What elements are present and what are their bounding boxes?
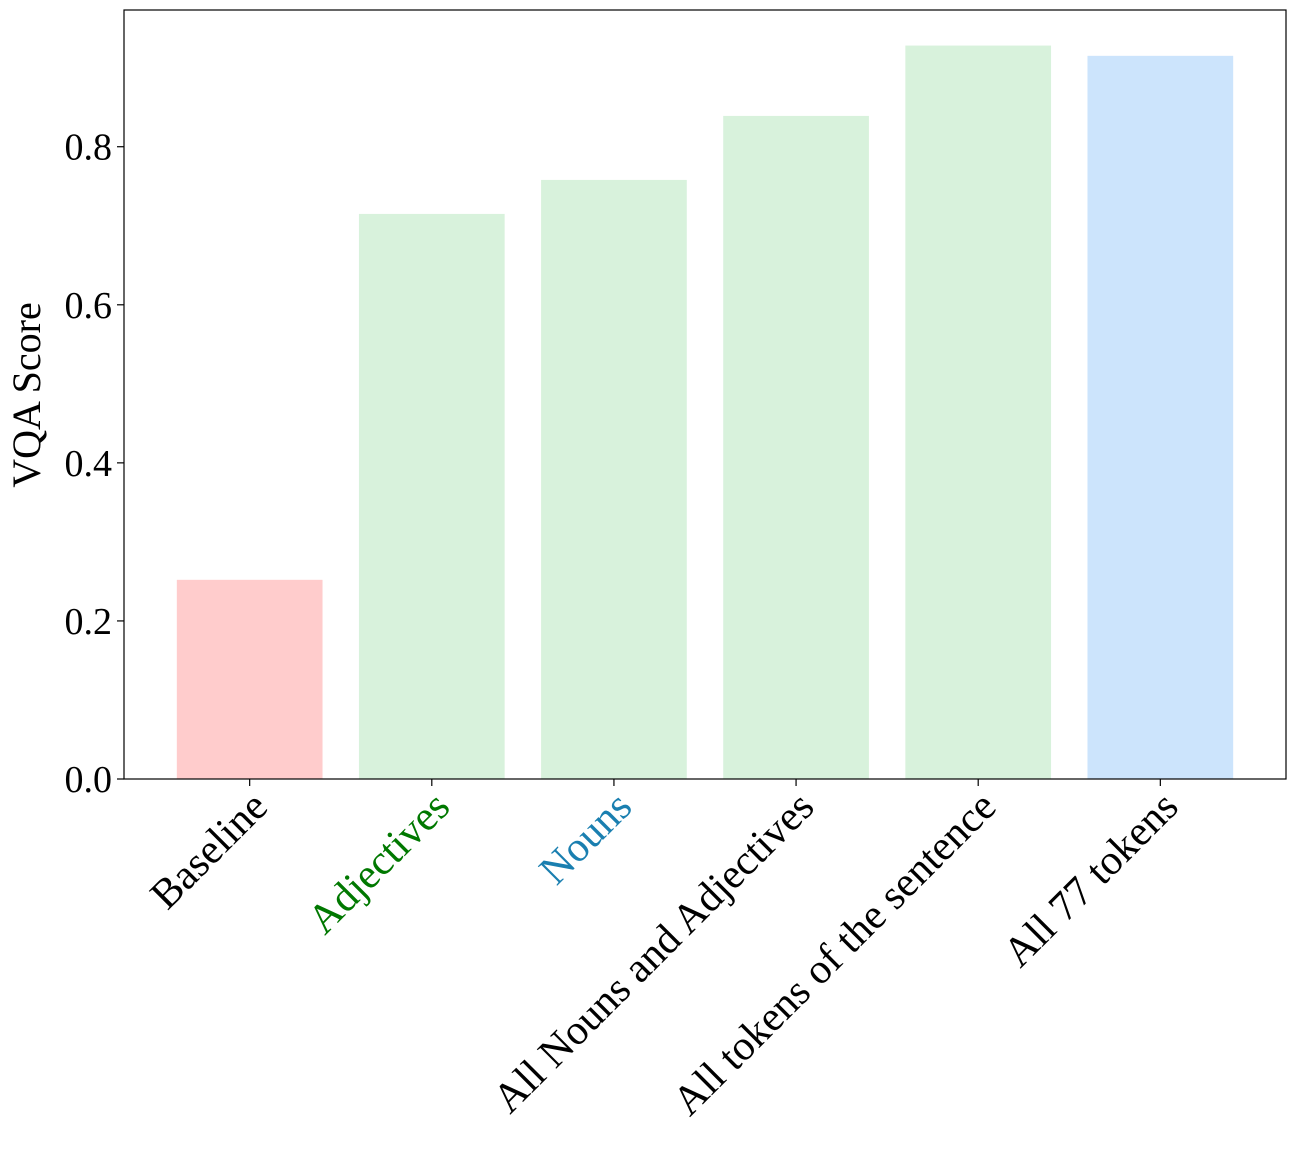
y-tick-label: 0.4 — [65, 443, 113, 485]
y-tick-label: 0.8 — [65, 127, 113, 169]
bar — [905, 45, 1052, 780]
bar — [541, 179, 687, 779]
x-tick-label: All tokens of the sentence — [664, 784, 1005, 1125]
x-tick-label: All Nouns and Adjectives — [485, 784, 824, 1123]
y-tick-label: 0.0 — [65, 759, 113, 801]
y-tick-label: 0.2 — [65, 601, 113, 643]
bar — [1087, 55, 1234, 780]
x-tick-label: Baseline — [142, 784, 277, 919]
y-axis-label: VQA Score — [4, 302, 49, 488]
x-tick-label: All 77 tokens — [995, 784, 1188, 977]
bar — [358, 213, 505, 780]
x-tick-label: Nouns — [531, 784, 641, 894]
x-tick-label: Adjectives — [299, 784, 459, 944]
bar — [723, 115, 869, 779]
plot-frame — [123, 9, 1287, 780]
bar — [176, 579, 323, 779]
y-tick-label: 0.6 — [65, 285, 113, 327]
